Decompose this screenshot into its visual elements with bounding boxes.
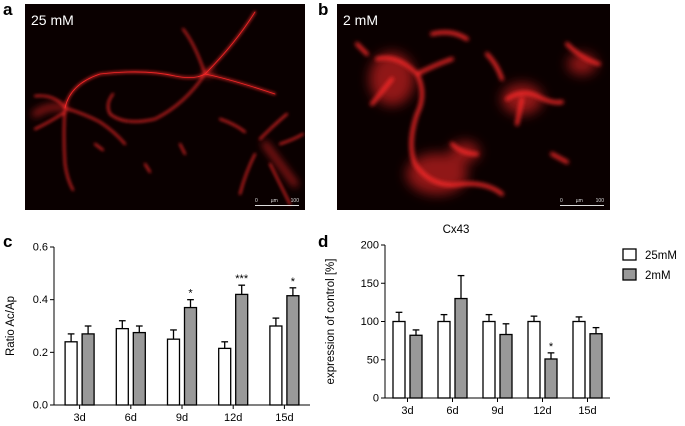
bar-series-0-9d bbox=[166, 338, 181, 406]
legend-swatch-2mM bbox=[622, 268, 637, 281]
y-tick-label: 50 bbox=[367, 354, 379, 366]
y-axis-label: Ratio Ac/Ap bbox=[5, 296, 17, 356]
scale-unit: µm bbox=[270, 198, 278, 204]
x-tick-label: 6d bbox=[446, 405, 458, 417]
bar-2mM-3d bbox=[409, 334, 423, 399]
legend-swatch-25mM bbox=[622, 248, 637, 261]
scale-start: 0 bbox=[560, 198, 563, 204]
bar-series-0-12d bbox=[218, 347, 232, 406]
panel-letter-b: b bbox=[318, 0, 329, 19]
bar-25mM-6d bbox=[437, 320, 451, 399]
bar-2mM-6d bbox=[454, 297, 468, 399]
x-tick-label: 15d bbox=[578, 405, 596, 417]
x-tick-label: 6d bbox=[125, 412, 137, 424]
bar-series-0-15d bbox=[269, 325, 283, 406]
x-tick-label: 15d bbox=[275, 412, 293, 424]
panel-letter-a: a bbox=[3, 0, 13, 19]
x-tick-label: 12d bbox=[533, 405, 551, 417]
y-tick-label: 200 bbox=[361, 240, 379, 252]
bar-25mM-9d bbox=[482, 320, 496, 399]
bar-25mM-12d bbox=[527, 320, 541, 399]
bar-25mM-15d bbox=[572, 320, 586, 399]
y-tick-label: 0.4 bbox=[33, 294, 48, 306]
bar-series-1-9d bbox=[183, 306, 198, 406]
scale-unit: µm bbox=[575, 198, 583, 204]
x-tick-label: 3d bbox=[73, 412, 85, 424]
panel-letter-d: d bbox=[318, 232, 329, 251]
panel-letter-c: c bbox=[3, 232, 13, 251]
scale-start: 0 bbox=[255, 198, 258, 204]
bar-series-1-6d bbox=[132, 331, 146, 406]
legend-label-2mM: 2mM bbox=[645, 270, 671, 282]
bar-2mM-15d bbox=[589, 333, 603, 399]
scale-bar-a: 0 µm 100 bbox=[255, 198, 299, 206]
condition-label-25mM: 25 mM bbox=[31, 12, 74, 28]
y-axis-label: expression of control [%] bbox=[325, 259, 337, 385]
bar-series-1-15d bbox=[286, 295, 300, 406]
bar-2mM-9d bbox=[499, 333, 513, 399]
y-tick-label: 0.6 bbox=[33, 242, 48, 254]
y-tick-label: 150 bbox=[361, 278, 379, 290]
chart-title: Cx43 bbox=[443, 224, 470, 236]
bar-series-0-6d bbox=[115, 327, 129, 406]
astrocyte-image-b bbox=[355, 30, 601, 196]
y-tick-label: 100 bbox=[361, 316, 379, 328]
bar-25mM-3d bbox=[392, 320, 406, 399]
y-tick-label: 0.0 bbox=[33, 400, 48, 412]
micrograph-2mM: 2 mM 0 µm 100 bbox=[337, 4, 610, 210]
x-tick-label: 3d bbox=[401, 405, 413, 417]
y-tick-label: 0.2 bbox=[33, 347, 48, 359]
legend-label-25mM: 25mM bbox=[645, 250, 677, 262]
condition-label-2mM: 2 mM bbox=[343, 12, 378, 28]
chart-cx43-expression: 0 50 100 150 200 expression of control [%] Cx4… bbox=[325, 224, 677, 417]
significance-marker: *** bbox=[235, 273, 249, 285]
significance-marker: * bbox=[188, 288, 193, 300]
bar-series-1-3d bbox=[81, 333, 95, 406]
x-tick-label: 9d bbox=[491, 405, 503, 417]
y-tick-label: 0 bbox=[373, 393, 379, 405]
astrocyte-image-a bbox=[32, 11, 304, 205]
micrograph-25mM: 25 mM 0 µm 100 bbox=[25, 4, 305, 210]
scale-end: 100 bbox=[595, 198, 604, 204]
significance-marker: * bbox=[549, 341, 554, 353]
x-tick-label: 9d bbox=[176, 412, 188, 424]
x-tick-label: 12d bbox=[224, 412, 242, 424]
scale-end: 100 bbox=[290, 198, 299, 204]
bar-series-1-12d bbox=[235, 293, 249, 406]
bar-2mM-12d bbox=[544, 358, 558, 399]
bar-series-0-3d bbox=[64, 341, 78, 406]
significance-marker: * bbox=[291, 276, 296, 288]
scale-bar-b: 0 µm 100 bbox=[560, 198, 604, 206]
